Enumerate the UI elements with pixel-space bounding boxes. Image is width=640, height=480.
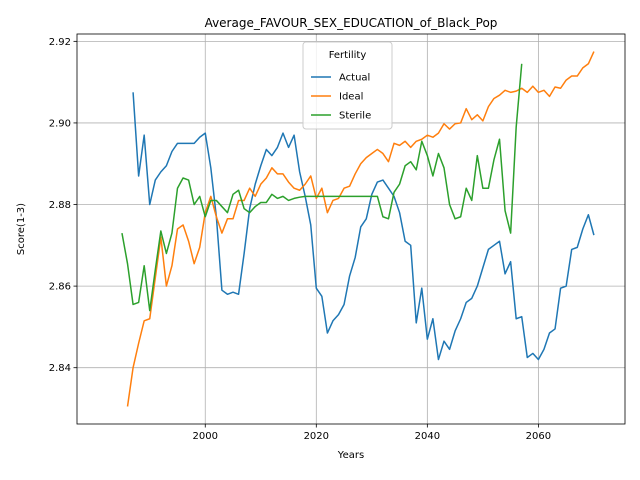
legend-label-actual: Actual	[339, 73, 370, 84]
legend-title: Fertility	[329, 50, 367, 61]
x-tick-label: 2000	[193, 431, 218, 442]
y-tick-label: 2.86	[49, 282, 71, 293]
x-tick-label: 2060	[526, 431, 551, 442]
y-tick-label: 2.88	[49, 200, 71, 211]
y-axis-title: Score(1-3)	[16, 203, 27, 255]
x-tick-label: 2040	[415, 431, 440, 442]
y-tick-label: 2.90	[49, 118, 71, 129]
y-tick-label: 2.84	[49, 363, 71, 374]
legend: Fertility Actual Ideal Sterile	[303, 42, 392, 129]
x-tick-label: 2020	[304, 431, 329, 442]
chart-title: Average_FAVOUR_SEX_EDUCATION_of_Black_Po…	[205, 16, 498, 30]
y-tick-label: 2.92	[49, 37, 71, 48]
legend-label-ideal: Ideal	[339, 92, 363, 103]
x-axis-title: Years	[337, 450, 364, 461]
legend-label-sterile: Sterile	[339, 111, 371, 122]
